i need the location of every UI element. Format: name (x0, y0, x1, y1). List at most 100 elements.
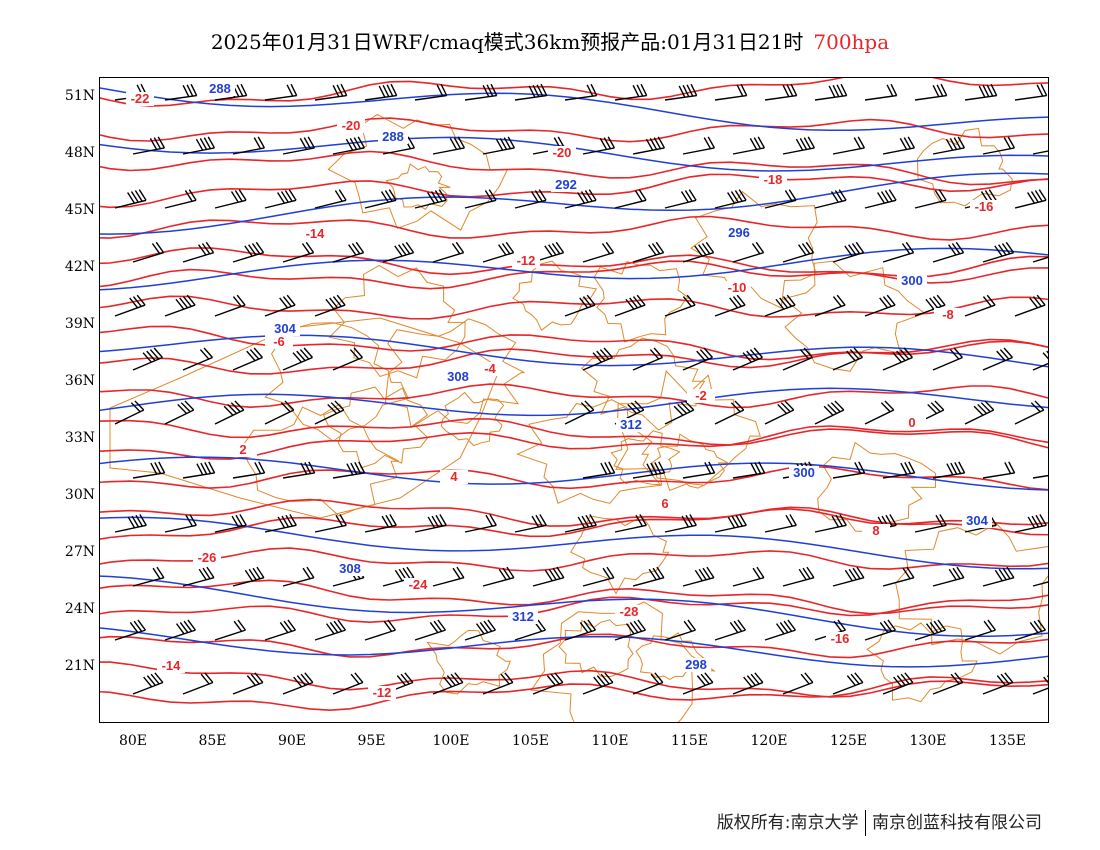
wind-barb (582, 347, 613, 371)
wind-barb (682, 461, 716, 479)
wind-barb (564, 400, 595, 425)
wind-barb (314, 189, 347, 209)
wind-barb (132, 347, 163, 371)
wind-barb (264, 514, 297, 533)
wind-barb (832, 566, 865, 587)
wind-barb (914, 514, 947, 533)
lat-label: 24N (64, 601, 95, 617)
wind-barb (114, 400, 145, 425)
wind-barb (1014, 83, 1048, 101)
temperature-contour (100, 547, 1048, 572)
wind-barb (932, 136, 966, 155)
temperature-label: -26 (198, 550, 217, 565)
wind-barb (764, 619, 796, 641)
province-border (327, 113, 509, 231)
wind-barb (932, 347, 963, 371)
wind-barb (614, 189, 647, 209)
wind-barb (1014, 400, 1045, 425)
lat-label: 27N (64, 544, 95, 560)
wind-barb (964, 400, 995, 425)
wind-barb (282, 241, 315, 263)
wind-barb (164, 83, 198, 101)
temperature-label: -20 (553, 145, 572, 160)
wind-barb (564, 619, 596, 641)
wind-barb (664, 514, 697, 533)
wind-barb (782, 672, 814, 695)
label-bg (616, 418, 646, 432)
height-label: 312 (512, 609, 534, 624)
wind-barb (1032, 675, 1048, 695)
wind-barb (332, 241, 365, 263)
temperature-contour (100, 295, 1048, 320)
lon-label: 100E (432, 733, 470, 749)
map-canvas: -22-20-20-18-16-14-12-10-8-6-4-202468-26… (100, 78, 1048, 722)
height-contour (100, 334, 1048, 368)
temperature-label: 0 (908, 415, 915, 430)
wind-barb (632, 461, 666, 479)
province-border (593, 260, 691, 343)
wind-barb (764, 83, 798, 101)
wind-barb (714, 400, 745, 425)
temperature-contour (100, 383, 1048, 409)
wind-barb (782, 136, 816, 155)
wind-barb (764, 514, 797, 533)
height-label: 288 (209, 81, 231, 96)
wind-barb (364, 83, 398, 101)
wind-barb (664, 294, 696, 317)
temperature-label: -20 (342, 118, 361, 133)
temperature-label: -12 (373, 685, 392, 700)
province-border (440, 391, 505, 447)
wind-barb (614, 514, 647, 533)
temperature-label: -16 (975, 199, 994, 214)
lat-label: 39N (64, 316, 95, 332)
wind-barb (614, 83, 648, 101)
wind-barb (332, 347, 363, 371)
wind-barb (682, 566, 715, 587)
label-bg (651, 497, 679, 511)
wind-barb (932, 672, 964, 695)
temperature-contour (100, 676, 1048, 712)
wind-barb (232, 566, 265, 587)
wind-barb (914, 619, 946, 641)
temperature-label: -10 (728, 280, 747, 295)
wind-barb (982, 136, 1016, 155)
wind-barb (814, 400, 845, 425)
label-bg (301, 227, 329, 241)
wind-barb (732, 136, 766, 155)
wind-barb (714, 83, 748, 101)
wind-barb (964, 83, 998, 101)
temperature-label: 4 (450, 469, 458, 484)
wind-barb (714, 514, 747, 533)
wind-barb (564, 83, 598, 101)
height-label: 300 (901, 273, 923, 288)
temperature-contour (100, 117, 1048, 143)
temperature-labels: -22-20-20-18-16-14-12-10-8-6-4-202468-26… (126, 91, 998, 700)
height-contour (100, 87, 1048, 132)
wind-barb (182, 566, 215, 587)
wind-barb (532, 241, 565, 263)
temperature-contour (100, 338, 1048, 375)
temperature-label: -16 (831, 631, 850, 646)
title-level: 700hpa (813, 30, 890, 54)
wind-barb (182, 347, 213, 371)
lon-label: 130E (909, 733, 947, 749)
wind-barbs (114, 83, 1048, 695)
wind-barb (264, 400, 295, 425)
wind-barb (682, 347, 713, 371)
wind-barb (282, 347, 313, 371)
province-border (916, 127, 1013, 207)
wind-barb (232, 347, 263, 371)
temperature-label: -28 (620, 604, 639, 619)
height-contours (100, 87, 1048, 668)
lon-label: 85E (198, 733, 227, 749)
label-bg (193, 551, 221, 565)
lon-label: 80E (118, 733, 148, 749)
wind-barb (1032, 251, 1048, 263)
wind-barb (932, 566, 965, 587)
wind-barb (132, 672, 164, 695)
lat-label: 33N (64, 430, 95, 446)
wind-barb (982, 566, 1015, 587)
label-bg (443, 370, 473, 384)
lat-label: 42N (64, 259, 95, 275)
temperature-label: 6 (661, 496, 668, 511)
